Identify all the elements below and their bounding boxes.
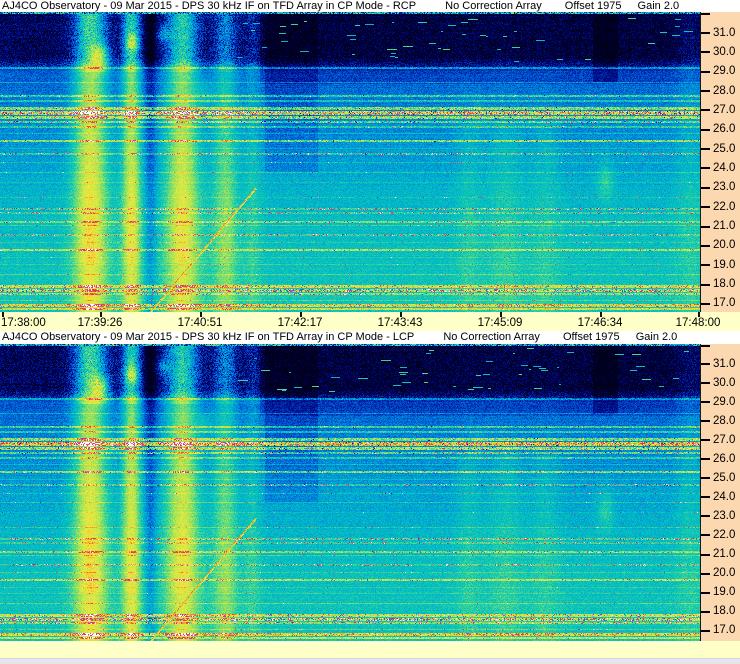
freq-tick [701, 629, 710, 632]
gain-value: Gain 2.0 [635, 331, 678, 343]
freq-label: 27.0 [713, 103, 736, 116]
freq-tick [701, 458, 710, 461]
freq-label: 27.0 [713, 433, 736, 446]
freq-tick [701, 109, 710, 112]
freq-tick [701, 186, 710, 189]
freq-label: 29.0 [713, 65, 736, 78]
freq-tick [701, 51, 710, 54]
time-tick [2, 312, 4, 317]
freq-label: 30.0 [713, 376, 736, 389]
frequency-scale-rcp: 31.0 30.0 29.0 28.0 27.0 26.0 25.0 24.0 23.0 22.0… [700, 12, 740, 312]
correction-status: No Correction Array [445, 0, 542, 12]
bottom-strip [0, 658, 740, 664]
freq-label: 31.0 [713, 26, 736, 39]
offset-value: Offset 1975 [562, 331, 620, 343]
freq-tick [701, 534, 710, 537]
freq-tick [701, 128, 710, 131]
freq-label: 28.0 [713, 414, 736, 427]
freq-label: 18.0 [713, 605, 736, 618]
freq-label: 23.0 [713, 181, 736, 194]
freq-label: 25.0 [713, 471, 736, 484]
freq-label: 28.0 [713, 84, 736, 97]
time-tick [600, 312, 602, 317]
freq-label: 18.0 [713, 278, 736, 291]
freq-tick [701, 591, 710, 594]
freq-tick [701, 302, 710, 305]
time-label: 17:45:09 [477, 317, 523, 329]
freq-tick [701, 515, 710, 518]
freq-label: 19.0 [713, 586, 736, 599]
freq-tick [701, 382, 710, 385]
freq-tick [701, 439, 710, 442]
titlebar-lcp: AJ4CO Observatory - 09 Mar 2015 - DPS 30… [0, 331, 740, 344]
freq-tick [701, 401, 710, 404]
time-label: 17:43:43 [377, 317, 423, 329]
freq-label: 19.0 [713, 258, 736, 271]
time-label: 17:42:17 [277, 317, 323, 329]
frequency-scale-lcp: 31.0 30.0 29.0 28.0 27.0 26.0 25.0 24.0 23.0 22.0… [700, 344, 740, 641]
offset-value: Offset 1975 [564, 0, 622, 12]
titlebar-rcp: AJ4CO Observatory - 09 Mar 2015 - DPS 30… [0, 0, 740, 12]
freq-tick [701, 420, 710, 423]
freq-label: 17.0 [713, 624, 736, 637]
freq-tick [701, 572, 710, 575]
freq-label: 20.0 [713, 239, 736, 252]
title-text-rcp: AJ4CO Observatory - 09 Mar 2015 - DPS 30… [2, 0, 417, 12]
freq-label: 22.0 [713, 200, 736, 213]
freq-label: 31.0 [713, 357, 736, 370]
time-axis-lcp [0, 641, 740, 658]
freq-label: 24.0 [713, 490, 736, 503]
freq-tick [701, 553, 710, 556]
freq-label: 25.0 [713, 142, 736, 155]
gain-value: Gain 2.0 [637, 0, 680, 12]
freq-tick [701, 496, 710, 499]
freq-tick [701, 363, 710, 365]
freq-tick [701, 70, 710, 73]
freq-label: 21.0 [713, 548, 736, 560]
freq-tick [701, 225, 710, 228]
time-label: 17:48:00 [675, 317, 721, 329]
freq-tick [701, 610, 710, 613]
time-tick [300, 312, 302, 317]
spectrogram-lcp[interactable] [0, 344, 700, 641]
time-label: 17:40:51 [177, 317, 223, 329]
time-tick [400, 312, 402, 317]
time-tick [100, 312, 102, 317]
spectrogram-rcp[interactable] [0, 12, 700, 312]
freq-tick [701, 90, 710, 93]
freq-tick [701, 264, 710, 267]
freq-label: 17.0 [713, 297, 736, 310]
freq-tick [701, 244, 710, 247]
freq-tick [701, 167, 710, 170]
freq-tick [701, 206, 710, 209]
freq-tick [701, 13, 710, 15]
freq-label: 21.0 [713, 220, 736, 232]
correction-status: No Correction Array [443, 331, 540, 343]
freq-label: 24.0 [713, 161, 736, 174]
time-tick [200, 312, 202, 317]
time-label: 17:46:34 [577, 317, 623, 329]
freq-label: 26.0 [713, 452, 736, 465]
time-label: 17:38:00 [1, 317, 46, 329]
time-label: 17:39:26 [77, 317, 123, 329]
time-axis-rcp: 17:38:00 17:39:26 17:40:51 17:42:17 17:43:43… [0, 312, 740, 331]
freq-label: 29.0 [713, 395, 736, 408]
freq-tick [701, 148, 710, 151]
title-text-lcp: AJ4CO Observatory - 09 Mar 2015 - DPS 30… [2, 331, 415, 343]
freq-tick [701, 345, 710, 347]
freq-tick [701, 32, 710, 34]
freq-label: 20.0 [713, 567, 736, 580]
time-tick [500, 312, 502, 317]
freq-label: 30.0 [713, 45, 736, 58]
time-tick [698, 312, 700, 317]
freq-label: 23.0 [713, 509, 736, 522]
freq-label: 26.0 [713, 123, 736, 136]
freq-tick [701, 283, 710, 286]
freq-tick [701, 477, 710, 480]
freq-label: 22.0 [713, 528, 736, 541]
